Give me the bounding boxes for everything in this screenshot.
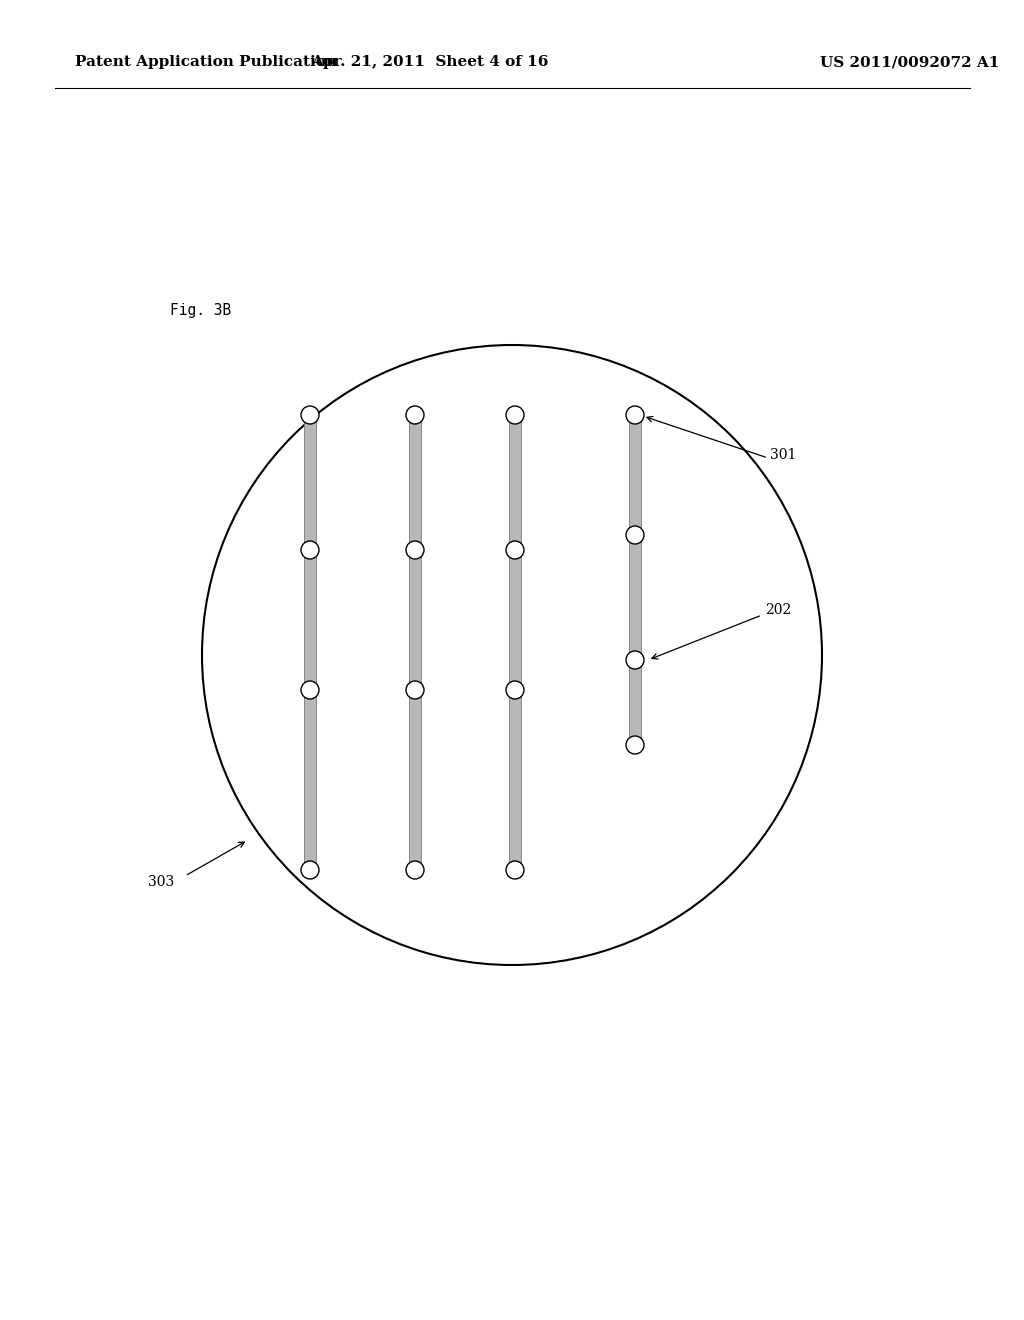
Bar <box>629 414 641 744</box>
Text: Apr. 21, 2011  Sheet 4 of 16: Apr. 21, 2011 Sheet 4 of 16 <box>311 55 549 69</box>
Circle shape <box>301 861 319 879</box>
Circle shape <box>506 541 524 558</box>
Circle shape <box>406 861 424 879</box>
Text: Patent Application Publication: Patent Application Publication <box>75 55 337 69</box>
Circle shape <box>626 651 644 669</box>
Bar <box>509 414 521 870</box>
Circle shape <box>506 861 524 879</box>
Text: 303: 303 <box>148 875 174 888</box>
Circle shape <box>301 407 319 424</box>
Circle shape <box>506 407 524 424</box>
Circle shape <box>301 541 319 558</box>
Circle shape <box>406 407 424 424</box>
Circle shape <box>301 681 319 700</box>
Text: US 2011/0092072 A1: US 2011/0092072 A1 <box>820 55 999 69</box>
Bar <box>304 414 316 870</box>
Bar <box>409 414 421 870</box>
Circle shape <box>626 407 644 424</box>
Circle shape <box>506 681 524 700</box>
Text: 301: 301 <box>770 447 797 462</box>
Circle shape <box>626 525 644 544</box>
Circle shape <box>626 737 644 754</box>
Circle shape <box>406 681 424 700</box>
Text: 202: 202 <box>765 603 792 616</box>
Text: Fig. 3B: Fig. 3B <box>170 302 231 318</box>
Circle shape <box>406 541 424 558</box>
